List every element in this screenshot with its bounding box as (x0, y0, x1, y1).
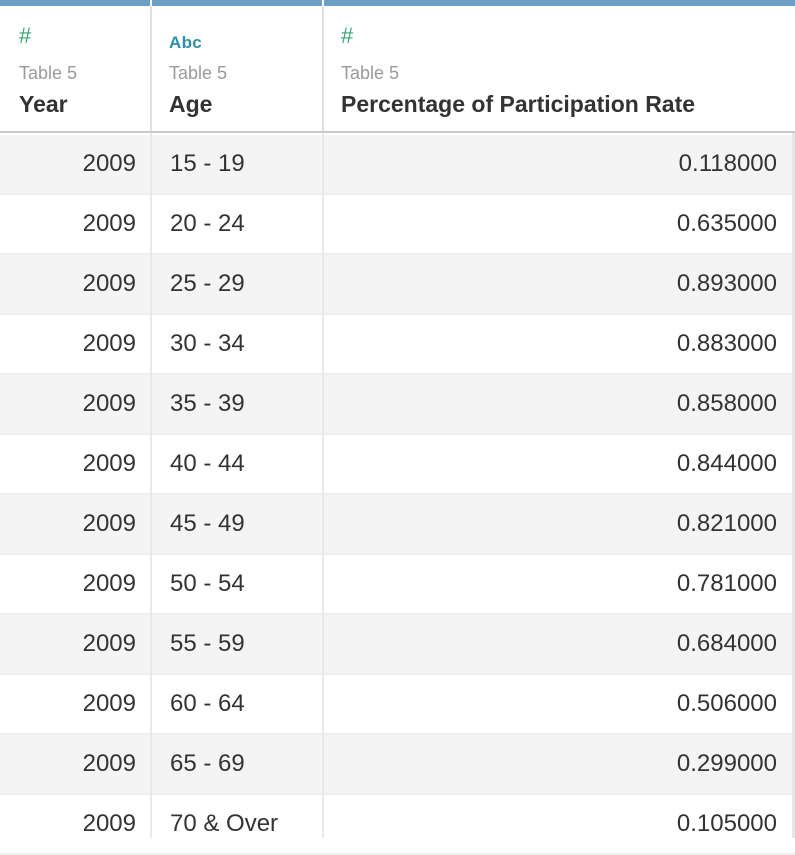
year-cell[interactable]: 2009 (82, 810, 136, 837)
rate-cell[interactable]: 0.506000 (676, 690, 777, 717)
year-cell[interactable]: 2009 (82, 270, 136, 297)
age-cell[interactable]: 45 - 49 (170, 510, 245, 537)
rate-cell[interactable]: 0.635000 (676, 210, 777, 237)
rate-cell[interactable]: 0.821000 (676, 510, 777, 537)
rate-cell[interactable]: 0.781000 (676, 570, 777, 597)
age-cell[interactable]: 35 - 39 (170, 390, 245, 417)
age-cell[interactable]: 25 - 29 (170, 270, 245, 297)
rate-cell[interactable]: 0.684000 (676, 630, 777, 657)
rate-cell[interactable]: 0.883000 (676, 330, 777, 357)
table-row[interactable]: 2009 45 - 49 0.821000 (0, 495, 795, 555)
table-row[interactable]: 2009 70 & Over 0.105000 (0, 795, 795, 855)
age-cell[interactable]: 20 - 24 (170, 210, 245, 237)
year-cell[interactable]: 2009 (82, 570, 136, 597)
year-cell[interactable]: 2009 (82, 390, 136, 417)
column-separator[interactable] (322, 0, 324, 838)
header-separator (150, 6, 152, 131)
age-cell[interactable]: 40 - 44 (170, 450, 245, 477)
table-row[interactable]: 2009 35 - 39 0.858000 (0, 375, 795, 435)
year-cell[interactable]: 2009 (82, 150, 136, 177)
column-source: Table 5 (341, 63, 400, 83)
column-name: Year (19, 91, 68, 117)
table-row[interactable]: 2009 20 - 24 0.635000 (0, 195, 795, 255)
year-cell[interactable]: 2009 (82, 510, 136, 537)
column-separator[interactable] (150, 0, 152, 838)
age-cell[interactable]: 15 - 19 (170, 150, 245, 177)
rate-cell[interactable]: 0.118000 (678, 150, 777, 177)
year-cell[interactable]: 2009 (82, 630, 136, 657)
year-cell[interactable]: 2009 (82, 690, 136, 717)
table-row[interactable]: 2009 40 - 44 0.844000 (0, 435, 795, 495)
age-cell[interactable]: 70 & Over (170, 810, 279, 837)
age-cell[interactable]: 55 - 59 (170, 630, 245, 657)
number-type-icon[interactable]: # (341, 23, 354, 48)
column-header-percentage[interactable]: # Table 5 Percentage of Participation Ra… (324, 6, 791, 131)
column-name: Age (169, 91, 213, 117)
rate-cell[interactable]: 0.893000 (676, 270, 777, 297)
age-cell[interactable]: 30 - 34 (170, 330, 245, 357)
rate-cell[interactable]: 0.105000 (676, 810, 777, 837)
column-source: Table 5 (169, 63, 228, 83)
column-source: Table 5 (19, 63, 78, 83)
table-row[interactable]: 2009 50 - 54 0.781000 (0, 555, 795, 615)
table-row[interactable]: 2009 55 - 59 0.684000 (0, 615, 795, 675)
column-header-bar (324, 0, 795, 6)
column-header-year[interactable]: # Table 5 Year (0, 6, 150, 131)
age-cell[interactable]: 65 - 69 (170, 750, 245, 777)
column-header-bar (0, 0, 150, 6)
table-row[interactable]: 2009 30 - 34 0.883000 (0, 315, 795, 375)
year-cell[interactable]: 2009 (82, 210, 136, 237)
table-row[interactable]: 2009 60 - 64 0.506000 (0, 675, 795, 735)
rate-cell[interactable]: 0.844000 (676, 450, 777, 477)
year-cell[interactable]: 2009 (82, 330, 136, 357)
column-header-bar (152, 0, 322, 6)
table-row[interactable]: 2009 65 - 69 0.299000 (0, 735, 795, 795)
table-row[interactable]: 2009 15 - 19 0.118000 (0, 135, 795, 195)
age-cell[interactable]: 50 - 54 (170, 570, 245, 597)
column-header-age[interactable]: Abc Table 5 Age (152, 6, 322, 131)
number-type-icon[interactable]: # (19, 23, 32, 48)
age-cell[interactable]: 60 - 64 (170, 690, 245, 717)
year-cell[interactable]: 2009 (82, 450, 136, 477)
rate-cell[interactable]: 0.299000 (676, 750, 777, 777)
column-name: Percentage of Participation Rate (341, 91, 696, 117)
string-type-icon[interactable]: Abc (169, 33, 203, 52)
year-cell[interactable]: 2009 (82, 750, 136, 777)
grid-right-edge (792, 0, 795, 838)
grid-header: # Table 5 Year Abc Table 5 Age # Table 5… (0, 0, 795, 133)
header-separator (322, 6, 324, 131)
table-row[interactable]: 2009 25 - 29 0.893000 (0, 255, 795, 315)
rate-cell[interactable]: 0.858000 (676, 390, 777, 417)
